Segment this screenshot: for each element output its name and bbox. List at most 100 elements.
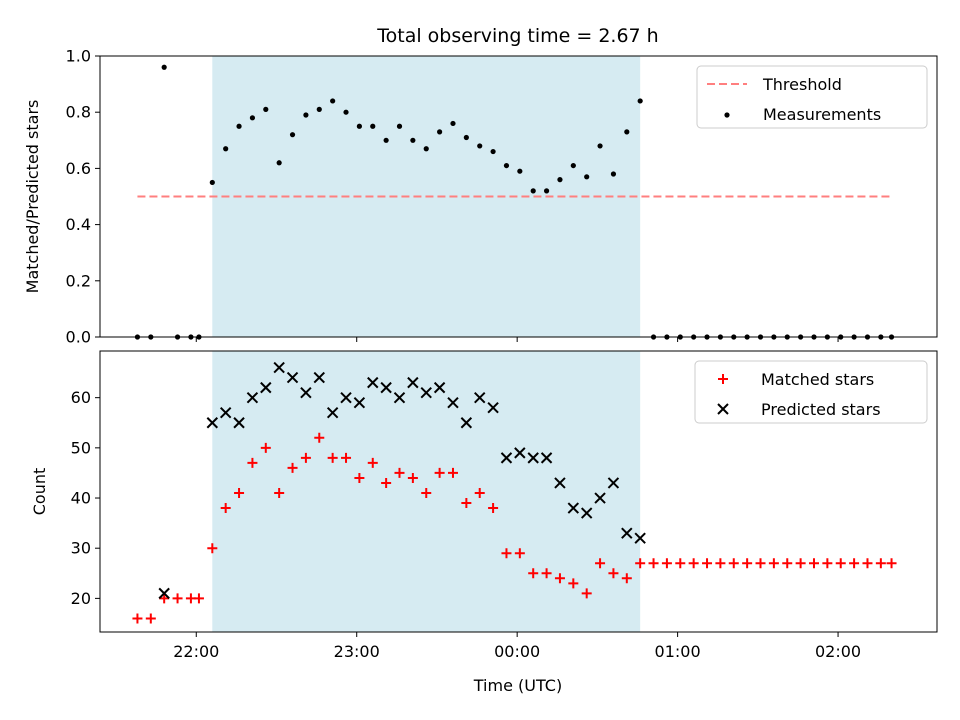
matched-star-marker	[474, 488, 485, 499]
measurement-point	[543, 188, 550, 194]
matched-star-marker	[768, 558, 779, 569]
matched-star-marker	[581, 588, 592, 599]
predicted-star-marker	[233, 417, 245, 429]
measurement-point	[637, 98, 643, 104]
measurement-point	[530, 188, 536, 194]
predicted-star-marker	[246, 391, 259, 404]
matched-star-marker	[648, 558, 659, 569]
chart-title: Total observing time = 2.67 h	[376, 25, 658, 47]
matched-star-marker	[193, 593, 204, 604]
measurement-point	[410, 137, 416, 143]
matched-star-marker	[742, 558, 753, 569]
measurement-point	[557, 177, 563, 183]
matched-star-marker	[886, 558, 897, 569]
matched-star-marker	[354, 472, 365, 483]
legend: Matched stars Predicted stars	[694, 360, 928, 424]
matched-star-marker	[875, 558, 886, 569]
matched-star-marker	[300, 452, 311, 463]
legend-box	[694, 360, 928, 424]
axes-frame	[99, 350, 938, 633]
predicted-star-marker	[594, 492, 606, 504]
measurement-point	[517, 168, 523, 174]
legend-entry-label: Measurements	[763, 105, 881, 124]
matched-star-marker	[702, 558, 713, 569]
measurement-point	[477, 143, 483, 149]
predicted-star-marker	[326, 407, 339, 419]
predicted-star-marker	[487, 401, 499, 414]
measurement-point	[450, 120, 456, 127]
matched-star-marker	[715, 558, 726, 569]
predicted-star-marker	[219, 407, 232, 419]
predicted-star-marker	[634, 532, 646, 544]
matched-star-marker	[554, 573, 565, 584]
legend-predicted-swatch	[717, 403, 729, 415]
matched-star-marker	[514, 548, 525, 559]
matched-star-marker	[501, 548, 512, 559]
matched-star-marker	[849, 558, 860, 569]
y-tick-label: 60	[71, 388, 91, 407]
predicted-star-marker	[260, 381, 272, 394]
y-axis-label: Matched/Predicted stars	[23, 100, 42, 294]
measurement-point	[423, 146, 429, 152]
matched-star-marker	[159, 593, 170, 604]
measurement-point	[236, 123, 242, 129]
predicted-star-marker	[367, 376, 379, 389]
matched-star-marker	[728, 558, 739, 569]
legend-entry-label: Predicted stars	[761, 400, 881, 419]
matched-star-marker	[528, 568, 539, 579]
measurement-point	[263, 106, 269, 112]
measurement-point	[330, 98, 336, 104]
predicted-star-marker	[313, 371, 325, 384]
matched-star-marker	[782, 558, 793, 569]
measurement-point	[356, 123, 362, 129]
measurement-point	[223, 146, 229, 152]
measurement-point	[303, 112, 309, 118]
measurement-point	[570, 162, 576, 169]
matched-star-marker	[434, 467, 445, 478]
matched-star-marker	[207, 543, 218, 554]
predicted-star-marker	[447, 396, 459, 409]
matched-star-marker	[367, 457, 378, 468]
matched-star-marker	[488, 503, 499, 514]
measurement-point	[316, 106, 322, 112]
matched-star-marker	[381, 477, 392, 488]
matched-star-marker	[394, 467, 405, 478]
predicted-star-marker	[567, 502, 580, 514]
predicted-star-marker	[621, 527, 633, 539]
y-tick-label: 40	[71, 489, 91, 508]
predicted-star-marker	[353, 396, 366, 409]
matched-star-marker	[274, 488, 285, 499]
predicted-star-marker	[580, 507, 593, 519]
measurement-point	[370, 123, 376, 129]
matched-star-marker	[541, 568, 552, 579]
matched-star-marker	[407, 472, 418, 483]
matched-star-marker	[808, 558, 819, 569]
matched-star-marker	[327, 452, 338, 463]
measurement-point	[503, 162, 510, 169]
x-tick-label: 01:00	[655, 642, 701, 661]
predicted-star-marker	[500, 452, 513, 464]
predicted-star-marker	[460, 417, 473, 429]
predicted-star-marker	[474, 391, 486, 404]
x-tick-label: 23:00	[334, 642, 380, 661]
axes-frame	[99, 55, 938, 338]
measurement-point	[209, 179, 215, 186]
matched-star-marker	[675, 558, 686, 569]
matched-star-marker	[688, 558, 699, 569]
matched-star-marker	[661, 558, 672, 569]
measurement-point	[597, 143, 603, 149]
measurement-point	[289, 132, 296, 138]
legend-matched-swatch	[718, 374, 728, 384]
y-tick-label: 0.6	[66, 159, 91, 178]
matched-star-marker	[234, 488, 245, 499]
matched-star-marker	[220, 503, 231, 514]
y-tick-label: 1.0	[66, 47, 91, 66]
legend-entry-label: Matched stars	[761, 370, 874, 389]
y-tick-label: 0.0	[66, 328, 91, 347]
matched-star-marker	[608, 568, 619, 579]
predicted-star-marker	[206, 417, 219, 429]
predicted-star-marker	[420, 386, 432, 399]
x-tick-label: 22:00	[173, 642, 219, 661]
y-tick-label: 0.2	[66, 271, 91, 290]
